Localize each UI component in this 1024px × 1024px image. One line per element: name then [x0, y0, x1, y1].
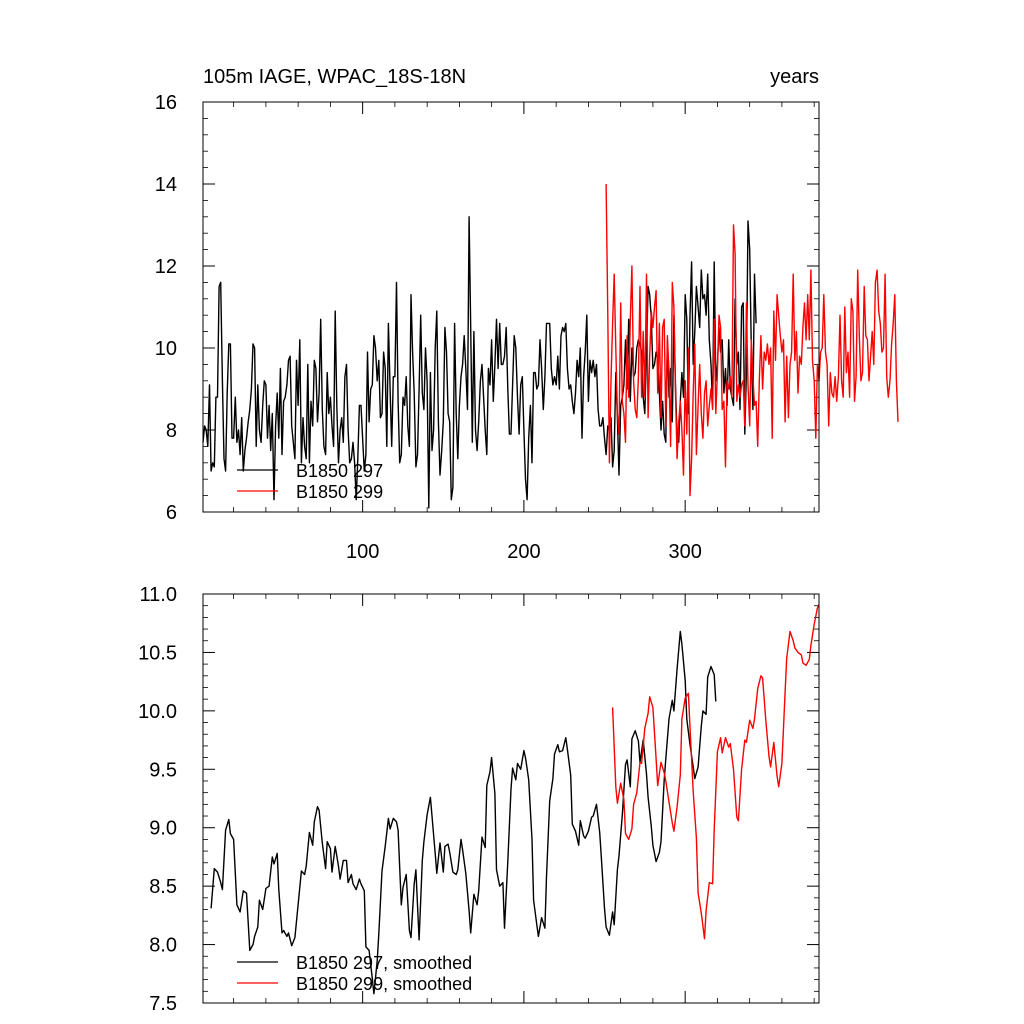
- bottom-panel-ticks: 7.5 8.0 8.5 9.0 9.5 10.0 10.5 11.0: [138, 584, 819, 1015]
- y-tick-label: 6: [166, 502, 177, 524]
- y-tick-label: 8.5: [149, 876, 177, 898]
- x-tick-label: 200: [507, 541, 540, 563]
- y-tick-label: 7.5: [149, 993, 177, 1015]
- series-line-b1850-299: [605, 183, 899, 497]
- top-panel-units: years: [770, 66, 819, 88]
- top-panel-title: 105m IAGE, WPAC_18S-18N: [203, 66, 466, 88]
- x-tick-label: 100: [346, 541, 379, 563]
- y-tick-label: 10.0: [138, 701, 177, 723]
- top-legend: B1850 297 B1850 299: [237, 461, 383, 502]
- bottom-panel-series: [210, 604, 820, 995]
- top-panel-ticks: 6 8 10 12 14 16 100 200 300: [155, 92, 819, 563]
- legend-label-b1850-299: B1850 299: [296, 482, 383, 502]
- series-line-b1850-297-smoothed: [210, 630, 717, 995]
- y-tick-label: 8: [166, 420, 177, 442]
- top-panel-series: [202, 183, 899, 509]
- series-line-b1850-299-smoothed: [611, 604, 820, 940]
- top-panel: 105m IAGE, WPAC_18S-18N years 6 8 10 12 14 16…: [155, 66, 899, 563]
- y-tick-label: 12: [155, 256, 177, 278]
- y-tick-label: 10.5: [138, 642, 177, 664]
- bottom-panel-frame: [202, 593, 820, 1004]
- x-tick-label: 300: [668, 541, 701, 563]
- series-line-b1850-297: [202, 216, 757, 509]
- y-tick-label: 10: [155, 338, 177, 360]
- bottom-legend: B1850 297, smoothed B1850 299, smoothed: [237, 953, 472, 994]
- y-tick-label: 9.5: [149, 759, 177, 781]
- top-panel-frame: [202, 101, 820, 513]
- bottom-panel: 7.5 8.0 8.5 9.0 9.5 10.0 10.5 11.0 B1850 297, s…: [138, 584, 820, 1015]
- y-tick-label: 14: [155, 174, 177, 196]
- y-tick-label: 9.0: [149, 818, 177, 840]
- y-tick-label: 16: [155, 92, 177, 114]
- y-tick-label: 11.0: [140, 584, 177, 606]
- legend-label-b1850-299-smoothed: B1850 299, smoothed: [296, 974, 472, 994]
- y-tick-label: 8.0: [149, 935, 177, 957]
- legend-label-b1850-297: B1850 297: [296, 461, 383, 481]
- legend-label-b1850-297-smoothed: B1850 297, smoothed: [296, 953, 472, 973]
